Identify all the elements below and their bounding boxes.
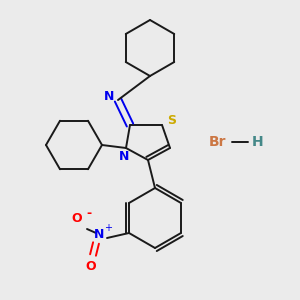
Text: H: H [252,135,264,149]
Text: -: - [86,206,92,220]
Text: Br: Br [209,135,227,149]
Text: O: O [72,212,82,226]
Text: O: O [86,260,96,274]
Text: N: N [119,151,129,164]
Text: N: N [94,229,104,242]
Text: +: + [104,223,112,233]
Text: S: S [167,115,176,128]
Text: N: N [104,91,114,103]
